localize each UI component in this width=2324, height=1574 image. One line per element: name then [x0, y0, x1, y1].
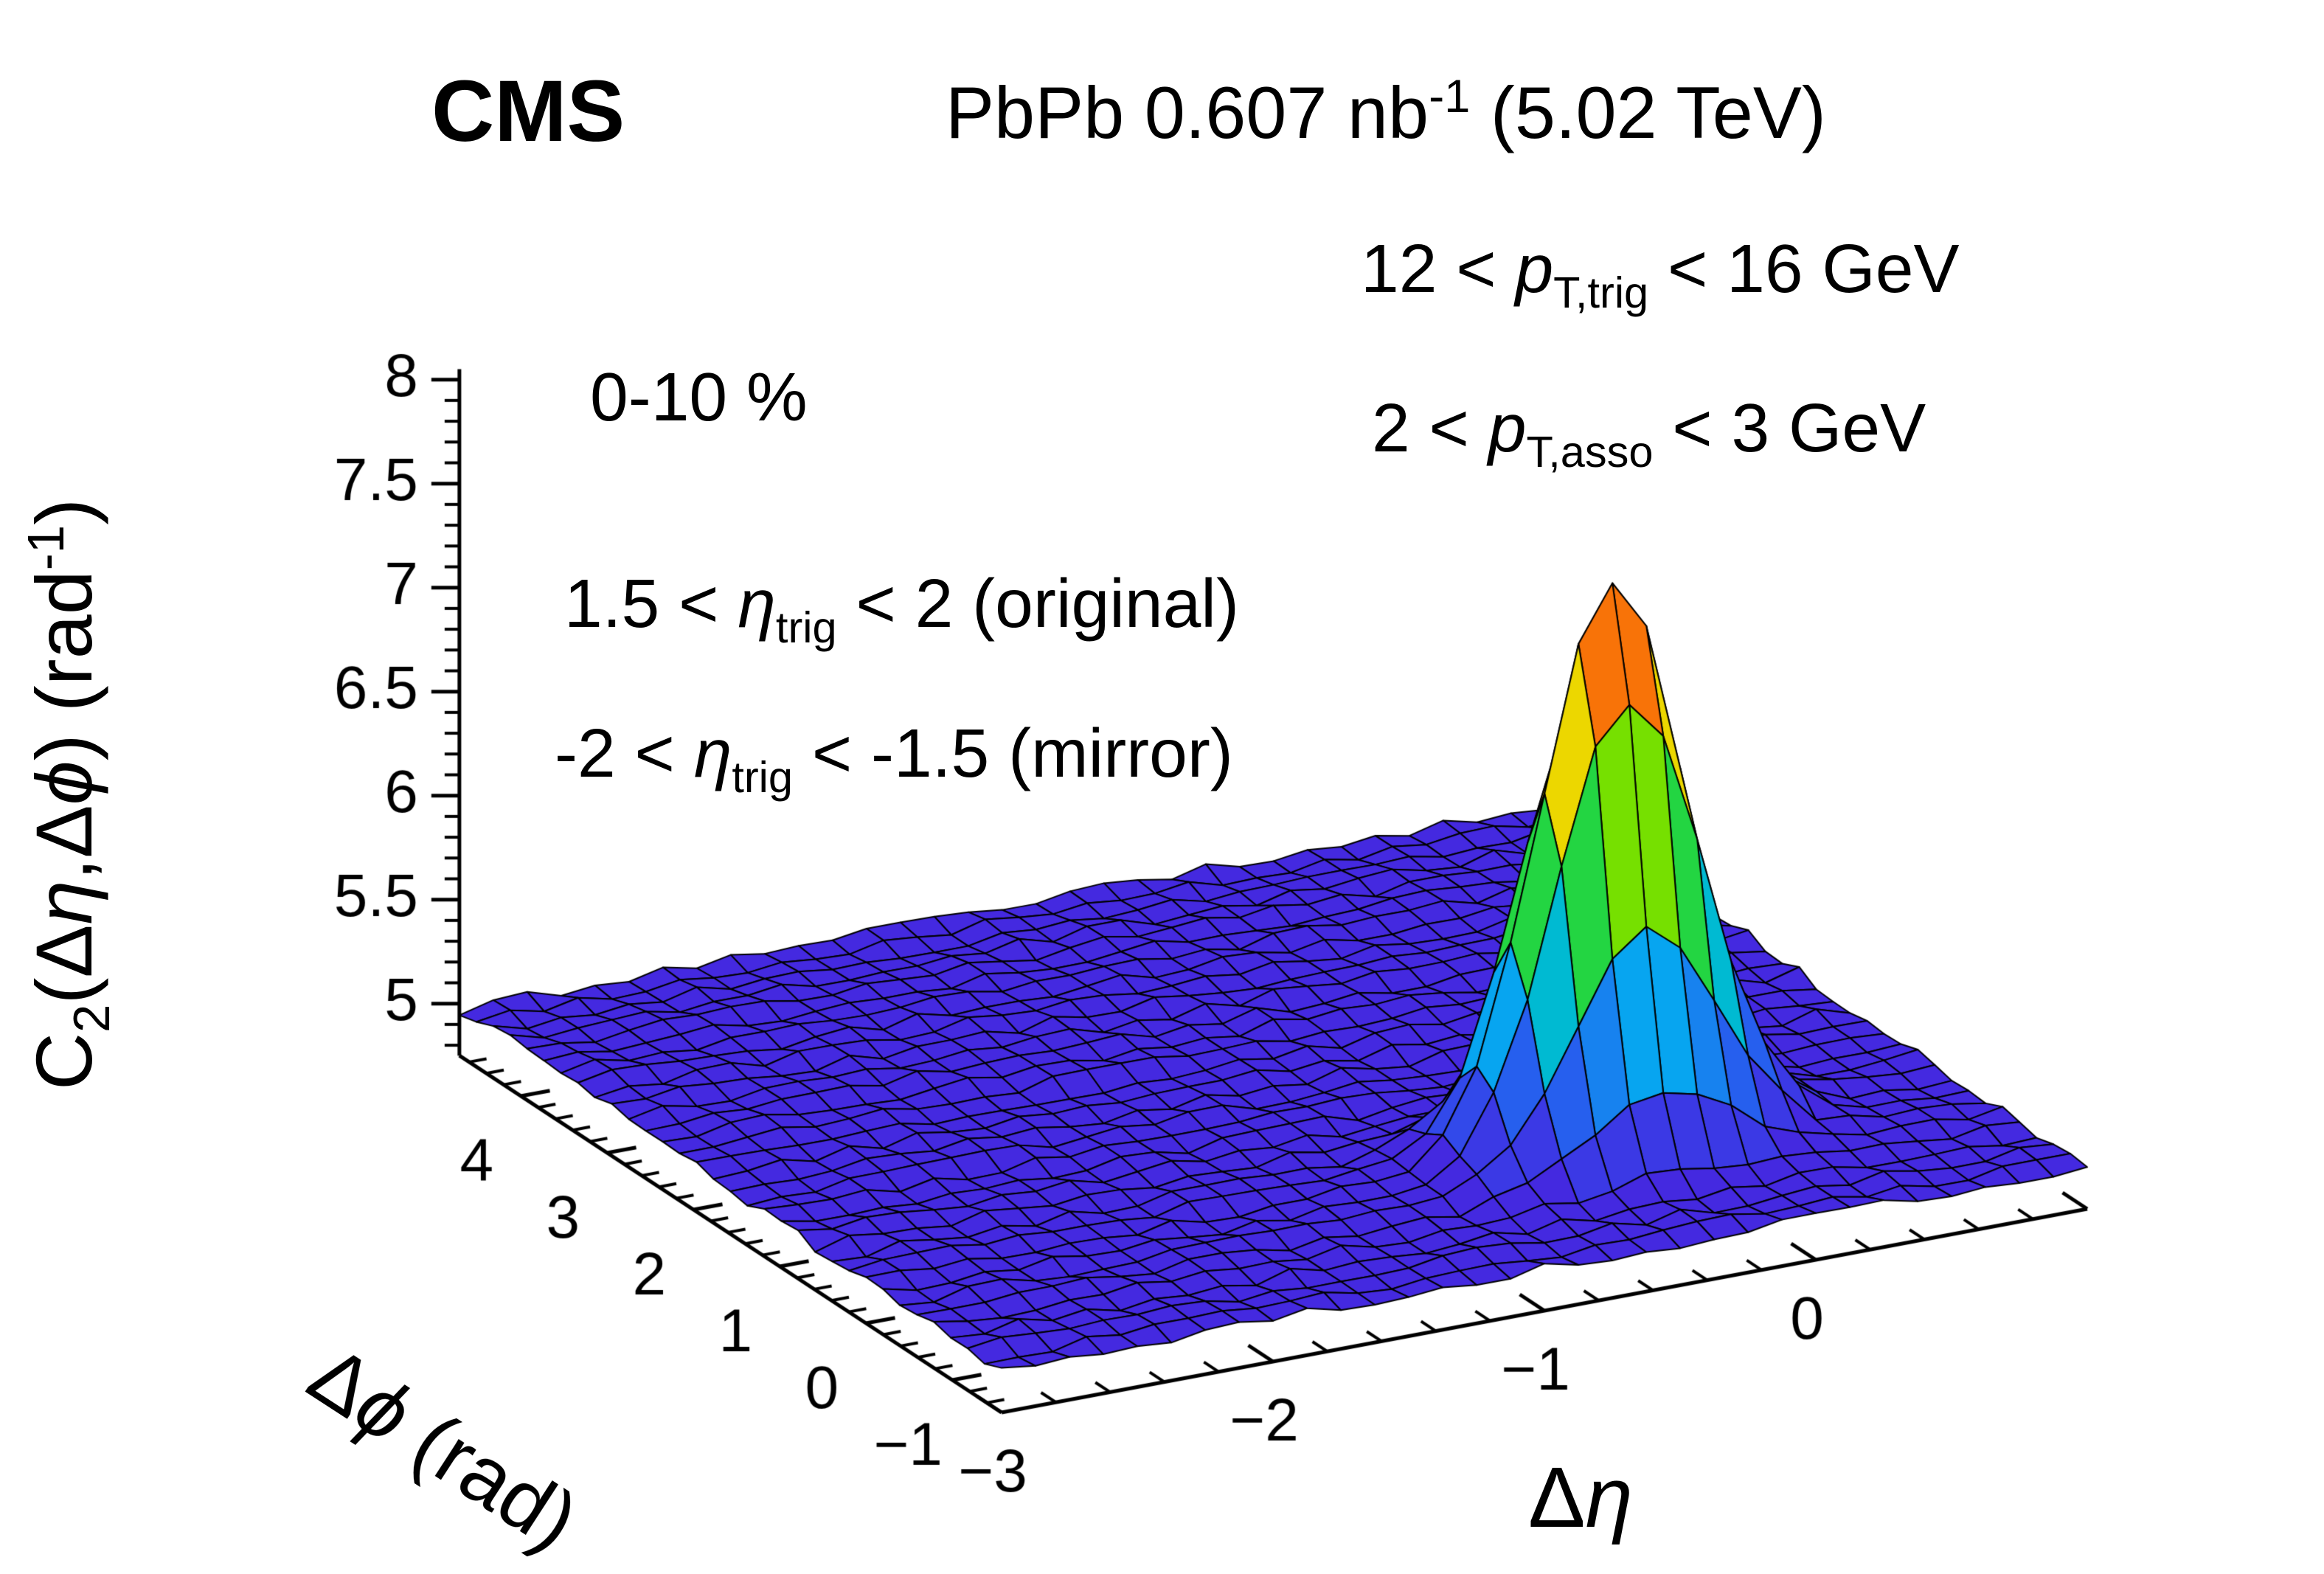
text-part: PbPb 0.607 nb [946, 71, 1429, 153]
text-part: ,Δ [19, 805, 109, 881]
text-part: (5.02 TeV) [1470, 71, 1826, 153]
text-part: trig [775, 602, 837, 652]
pt-trig-range-label: 12 < pT,trig < 16 GeV [1361, 235, 1960, 317]
text-part: ) [19, 498, 109, 525]
text-part: η [19, 880, 109, 925]
text-part: 1.5 < [564, 565, 738, 642]
eta-range-mirror-label: -2 < ηtrig < -1.5 (mirror) [555, 719, 1233, 802]
text-part: η [738, 565, 776, 642]
text-part: η [1585, 1449, 1633, 1545]
eta-range-original-label: 1.5 < ηtrig < 2 (original) [564, 569, 1239, 652]
centrality-label: 0-10 % [590, 358, 808, 435]
text-part: -1 [1429, 71, 1471, 122]
text-part: < 16 GeV [1648, 230, 1960, 307]
text-part: -1 [17, 524, 74, 571]
text-part: (Δ [19, 924, 109, 1005]
z-axis-title: C2(Δη,Δϕ) (rad-1) [17, 498, 121, 1090]
text-part: p [1515, 230, 1554, 307]
text-part: 12 < [1361, 230, 1516, 307]
text-part: T,trig [1553, 267, 1649, 317]
text-part: T,asso [1526, 426, 1654, 476]
text-part: p [1488, 389, 1527, 466]
text-part: < -1.5 (mirror) [793, 715, 1233, 791]
luminosity-energy-label: PbPb 0.607 nb-1 (5.02 TeV) [946, 71, 1826, 149]
text-part: 2 [63, 1004, 121, 1033]
text-part: Δ [1528, 1449, 1586, 1545]
text-part: -2 < [555, 715, 694, 791]
text-part: ϕ [19, 760, 109, 805]
text-part: 2 < [1372, 389, 1488, 466]
text-part: < 3 GeV [1653, 389, 1926, 466]
text-part: C [19, 1033, 109, 1090]
text-part: ) (rad [19, 570, 109, 761]
cms-label: CMS [431, 63, 625, 160]
text-part: η [693, 715, 732, 791]
x-axis-title: Δη [1528, 1455, 1633, 1540]
text-part: < 2 (original) [836, 565, 1239, 642]
text-part: trig [732, 752, 794, 802]
pt-asso-range-label: 2 < pT,asso < 3 GeV [1372, 394, 1926, 474]
